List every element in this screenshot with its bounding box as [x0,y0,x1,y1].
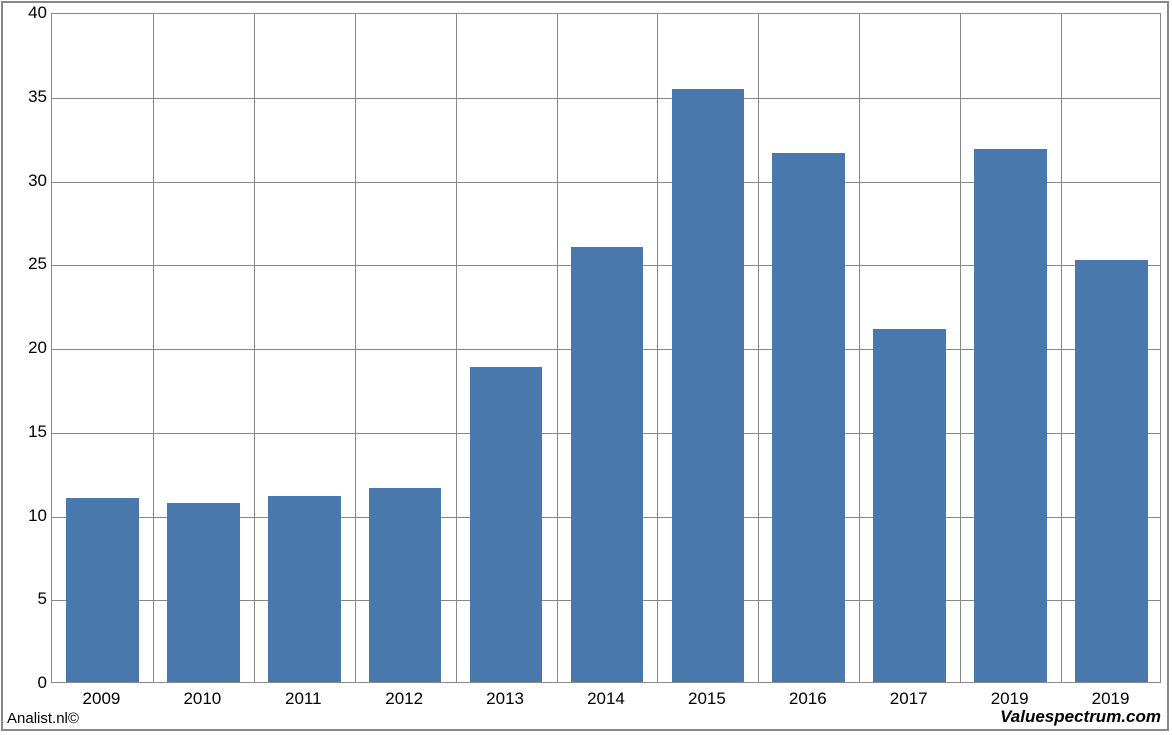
gridline-vertical [859,14,860,682]
y-tick-label: 15 [7,422,47,442]
bar [369,488,442,682]
bar [571,247,644,683]
bar [268,496,341,682]
gridline-horizontal [52,98,1160,99]
bar [66,498,139,682]
bar [974,149,1047,682]
x-tick-label: 2019 [1060,689,1161,709]
y-tick-label: 35 [7,87,47,107]
footer-right-credit: Valuespectrum.com [1000,707,1161,727]
x-tick-label: 2009 [51,689,152,709]
x-tick-label: 2013 [455,689,556,709]
x-tick-label: 2016 [757,689,858,709]
gridline-vertical [557,14,558,682]
x-tick-label: 2015 [656,689,757,709]
gridline-vertical [456,14,457,682]
y-tick-label: 10 [7,506,47,526]
y-tick-label: 20 [7,338,47,358]
bar [1075,260,1148,682]
gridline-vertical [254,14,255,682]
plot-area [51,13,1161,683]
x-tick-label: 2011 [253,689,354,709]
gridline-vertical [1061,14,1062,682]
x-tick-label: 2012 [354,689,455,709]
gridline-vertical [657,14,658,682]
x-tick-label: 2014 [556,689,657,709]
bar [470,367,543,682]
gridline-vertical [355,14,356,682]
gridline-vertical [758,14,759,682]
gridline-vertical [153,14,154,682]
x-tick-label: 2017 [858,689,959,709]
y-tick-label: 25 [7,254,47,274]
bar [167,503,240,682]
x-tick-label: 2019 [959,689,1060,709]
y-tick-label: 0 [7,673,47,693]
y-tick-label: 40 [7,3,47,23]
y-tick-label: 5 [7,589,47,609]
bar [772,153,845,682]
y-tick-label: 30 [7,171,47,191]
x-tick-label: 2010 [152,689,253,709]
bar [873,329,946,682]
footer-left-credit: Analist.nl© [7,710,79,727]
chart-container: 0510152025303540 20092010201120122013201… [1,1,1169,731]
gridline-vertical [960,14,961,682]
bar [672,89,745,682]
